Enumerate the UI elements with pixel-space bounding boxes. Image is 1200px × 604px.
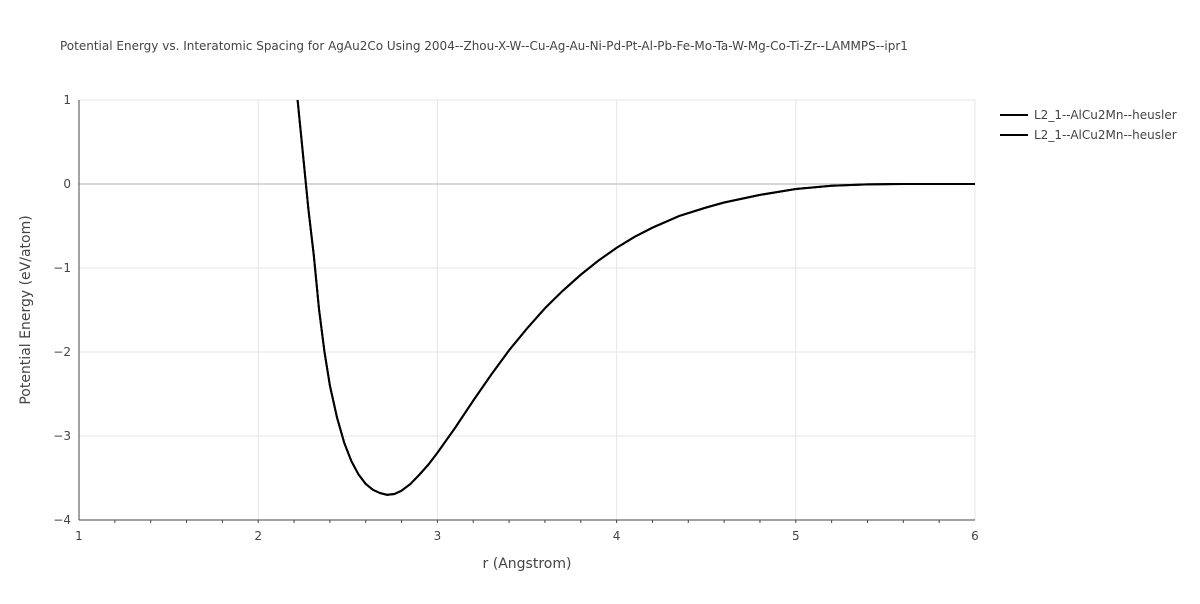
grid-lines xyxy=(79,99,976,520)
legend[interactable]: L2_1--AlCu2Mn--heusler L2_1--AlCu2Mn--heu… xyxy=(1000,108,1177,142)
y-tick-label: −3 xyxy=(53,429,71,443)
y-tick-label: 1 xyxy=(63,93,71,107)
tick-labels: 1 2 3 4 5 6 −4 −3 −2 −1 0 1 xyxy=(53,93,979,543)
x-tick-label: 2 xyxy=(254,529,262,543)
x-tick-label: 6 xyxy=(971,529,979,543)
legend-label: L2_1--AlCu2Mn--heusler xyxy=(1034,108,1177,122)
chart-title: Potential Energy vs. Interatomic Spacing… xyxy=(60,39,908,53)
legend-item-1[interactable]: L2_1--AlCu2Mn--heusler xyxy=(1000,108,1177,122)
y-tick-label: −2 xyxy=(53,345,71,359)
x-tick-label: 3 xyxy=(434,529,442,543)
legend-label: L2_1--AlCu2Mn--heusler xyxy=(1034,128,1177,142)
series-line-2 xyxy=(296,100,975,496)
y-tick-label: 0 xyxy=(63,177,71,191)
x-axis-label: r (Angstrom) xyxy=(483,556,572,572)
series-lines xyxy=(296,100,975,496)
y-tick-label: −4 xyxy=(53,513,71,527)
x-tick-label: 1 xyxy=(75,529,83,543)
legend-item-2[interactable]: L2_1--AlCu2Mn--heusler xyxy=(1000,128,1177,142)
x-tick-label: 5 xyxy=(792,529,800,543)
axes xyxy=(78,100,975,523)
y-tick-label: −1 xyxy=(53,261,71,275)
x-tick-label: 4 xyxy=(613,529,621,543)
y-axis-label: Potential Energy (eV/atom) xyxy=(18,215,34,404)
